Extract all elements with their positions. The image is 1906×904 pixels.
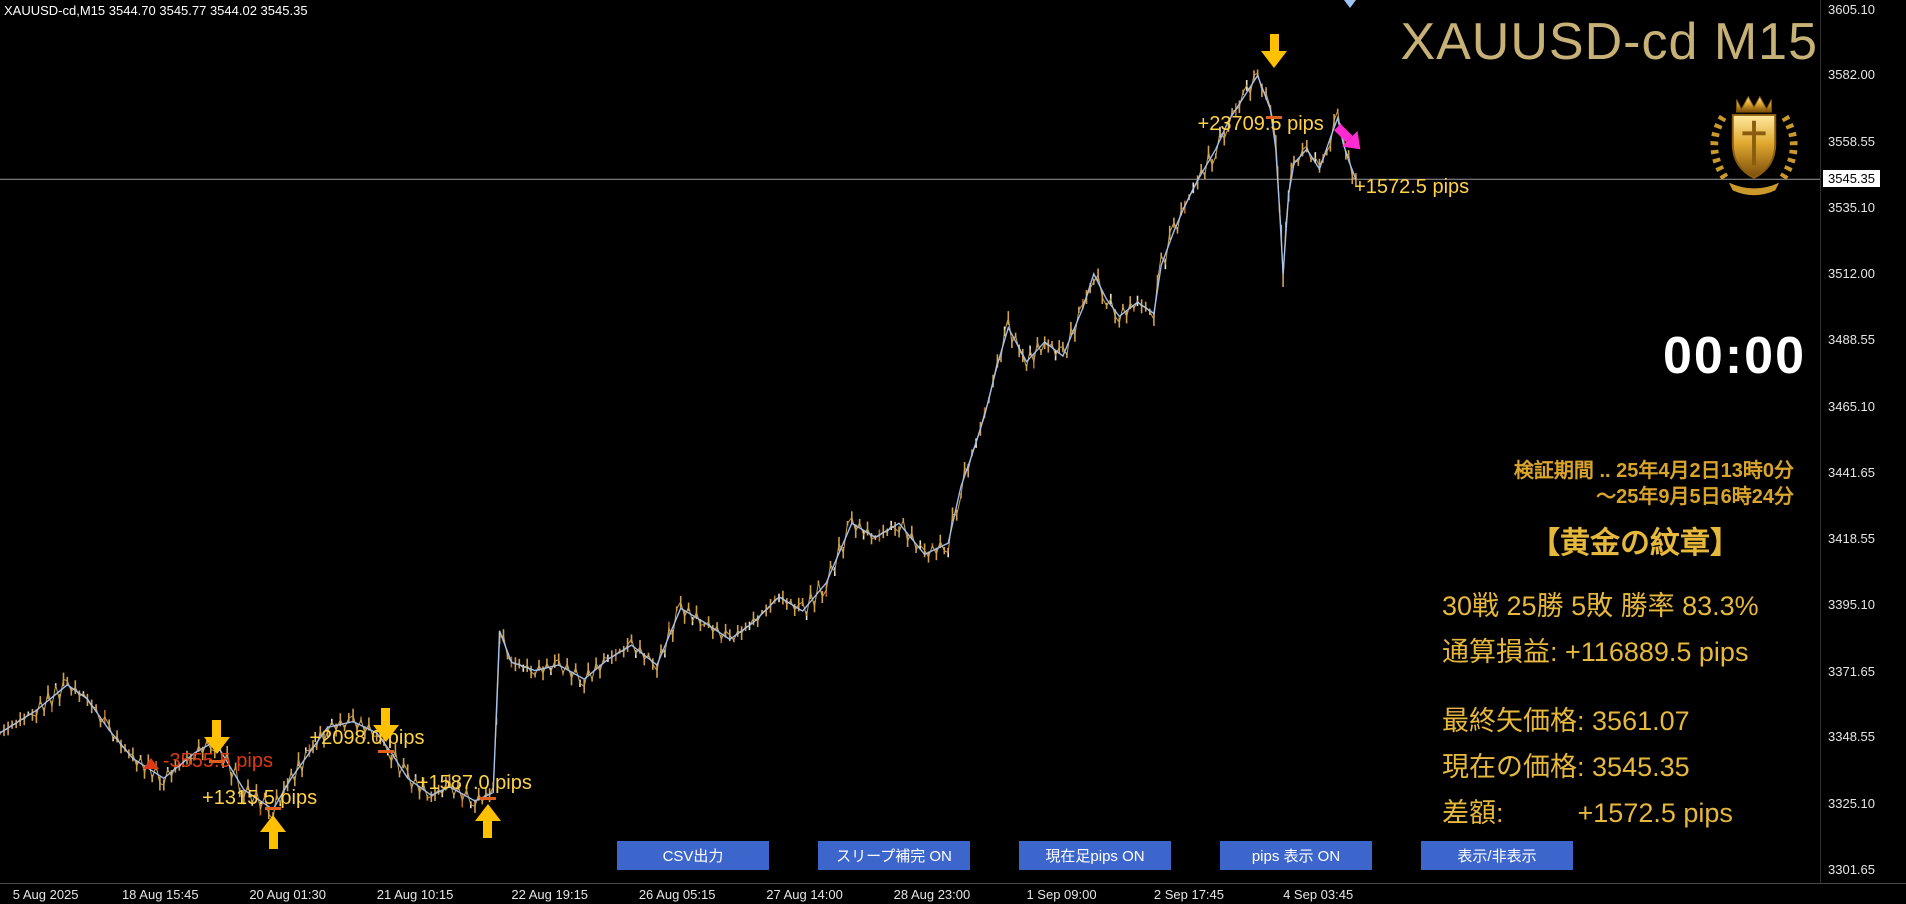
verification-period-end: ～25年9月5日6時24分 [1596,486,1794,508]
last-arrow-price-label: 最終矢価格: [1442,706,1585,736]
time-axis-label: 22 Aug 19:15 [511,887,589,902]
price-axis-label: 3348.55 [1828,729,1875,745]
price-axis-label: 3558.55 [1828,133,1875,149]
chart-ohlc-readout: XAUUSD-cd,M15 3544.70 3545.77 3544.02 35… [4,3,308,18]
verification-period-start: 検証期間 .. 25年4月2日13時0分 [1513,460,1794,482]
trade-price-tick-5 [479,796,496,800]
trade-price-tick-1 [1266,116,1282,120]
price-axis-label: 3512.00 [1828,265,1875,281]
last-bar-cursor [1344,0,1357,8]
price-axis-label: 3301.65 [1828,862,1875,877]
chart-annotations-layer: +23709.5 pips +1572.5 pips -3555.5 pips +13… [143,0,1470,850]
csv-export-button[interactable]: CSV出力 [617,841,769,870]
difference-value: +1572.5 pips [1577,798,1733,828]
trade-price-tick-2 [208,759,225,763]
closed-trade-pips-label-1: +23709.5 pips [1197,113,1324,136]
difference-label: 差額: [1442,798,1504,828]
price-axis-label: 3488.55 [1828,332,1875,348]
gold-crest-logo [1710,95,1798,196]
time-axis-separator [0,883,1906,884]
time-axis-label: 5 Aug 2025 [12,887,79,902]
loss-trade-marker [143,757,160,769]
time-axis-label: 21 Aug 10:15 [376,887,454,902]
time-axis-label: 28 Aug 23:00 [893,887,971,902]
total-profit-label: 通算損益: [1442,637,1558,667]
trade-price-tick-4 [377,749,394,753]
sell-arrow-down-1 [203,719,230,754]
current-price-value: 3545.35 [1592,752,1690,782]
difference-line: 差額: +1572.5 pips [1442,791,1828,830]
current-price-tag: 3545.35 [1823,170,1880,188]
time-axis-label: 4 Sep 03:45 [1283,887,1354,902]
total-profit-line: 通算損益: +116889.5 pips [1442,630,1828,669]
price-axis-label: 3441.65 [1828,465,1875,481]
time-axis-label: 1 Sep 09:00 [1026,887,1097,902]
active-trade-arrow [1330,119,1368,157]
closed-trade-pips-label-3: +2098.0 pips [309,727,425,750]
trade-price-tick-3 [265,806,281,810]
closed-trade-pips-label-4: +1587.0 pips [416,772,532,795]
price-axis-label: 3605.10 [1828,2,1875,17]
exit-arrow-down-top [1261,33,1287,68]
price-axis-label: 3395.10 [1828,597,1875,613]
time-axis-label: 27 Aug 14:00 [766,887,843,902]
countdown-timer: 00:00 [1663,327,1806,385]
price-axis-label: 3418.55 [1828,530,1875,546]
win-loss-record: 30戦 25勝 5敗 勝率 83.3% [1442,591,1759,621]
time-axis[interactable]: 5 Aug 2025 18 Aug 15:45 20 Aug 01:30 21 Aug… [0,884,1820,904]
price-axis-label: 3582.00 [1828,67,1875,83]
pips-display-toggle[interactable]: pips 表示 ON [1220,841,1372,870]
active-trade-pips-label: +1572.5 pips [1354,175,1470,198]
closed-trade-pips-label-2: +1315.5 pips [202,786,318,809]
current-price-label: 現在の価格: [1442,752,1585,782]
show-hide-toggle[interactable]: 表示/非表示 [1421,841,1573,870]
time-axis-label: 20 Aug 01:30 [249,887,326,902]
buy-arrow-up-1 [260,815,286,850]
time-axis-label: 2 Sep 17:45 [1153,887,1224,902]
current-price-line-stat: 現在の価格: 3545.35 [1442,745,1828,784]
candlestick-chart-canvas [0,69,1820,827]
verification-period: 検証期間 .. 25年4月2日13時0分 ～25年9月5日6時24分 [1442,458,1828,510]
current-bar-pips-toggle[interactable]: 現在足pips ON [1019,841,1171,870]
price-axis-label: 3325.10 [1828,795,1875,811]
stats-panel: 検証期間 .. 25年4月2日13時0分 ～25年9月5日6時24分 【黄金の紋… [1442,458,1828,830]
sleep-complete-toggle[interactable]: スリープ補完 ON [818,841,970,870]
price-axis-label: 3371.65 [1828,663,1875,679]
system-name: 【黄金の紋章】 [1530,527,1740,560]
last-arrow-price-line: 最終矢価格: 3561.07 [1442,699,1828,738]
sell-arrow-down-2 [372,708,399,743]
buy-arrow-up-2 [474,803,501,838]
price-axis-label: 3465.10 [1828,398,1875,414]
symbol-watermark-title: XAUUSD-cd M15 [1400,13,1818,71]
price-chart[interactable]: +23709.5 pips +1572.5 pips -3555.5 pips +13… [0,0,1820,884]
time-axis-label: 18 Aug 15:45 [121,887,199,902]
last-arrow-price-value: 3561.07 [1592,706,1690,736]
time-axis-label: 26 Aug 05:15 [638,887,716,902]
chart-button-row: CSV出力 スリープ補完 ON 現在足pips ON pips 表示 ON 表示/非表示 [617,841,1573,870]
price-axis-label: 3535.10 [1828,200,1875,216]
total-profit-value: +116889.5 pips [1565,637,1749,667]
price-axis[interactable]: 3605.10 3582.00 3558.55 3535.10 3512.00 3488.… [1820,0,1906,884]
